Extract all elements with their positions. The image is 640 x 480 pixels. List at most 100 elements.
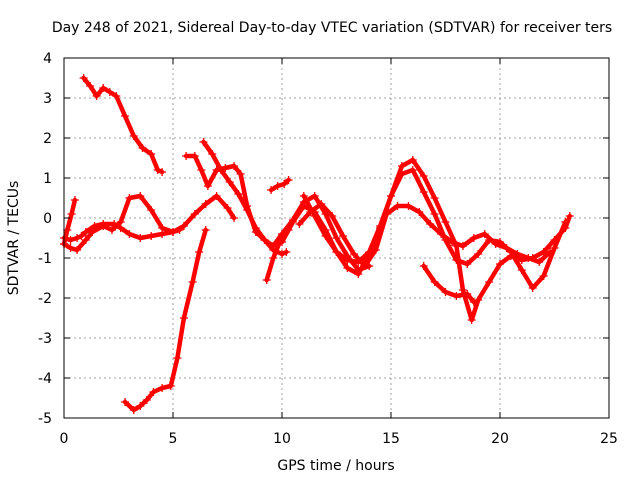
y-tick-label: 0 xyxy=(43,211,52,227)
data-point-marker xyxy=(546,248,555,256)
data-point-marker xyxy=(267,186,276,194)
series-layer xyxy=(60,74,574,414)
data-point-marker xyxy=(467,316,476,324)
data-point-marker xyxy=(332,248,341,256)
data-series-pass-e xyxy=(121,226,210,414)
data-point-marker xyxy=(419,262,428,270)
y-tick-label: 2 xyxy=(43,131,52,147)
data-point-marker xyxy=(517,266,526,274)
data-point-marker xyxy=(469,234,478,242)
data-point-marker xyxy=(441,218,450,226)
data-point-marker xyxy=(528,284,537,292)
x-tick-label: 10 xyxy=(273,431,291,447)
x-tick-label: 20 xyxy=(491,431,509,447)
y-tick-label: -1 xyxy=(38,251,52,267)
data-point-marker xyxy=(397,162,406,170)
data-point-marker xyxy=(349,250,358,258)
data-point-marker xyxy=(491,240,500,248)
data-point-marker xyxy=(550,244,559,252)
data-point-marker xyxy=(393,202,402,210)
data-point-marker xyxy=(339,232,348,240)
data-point-marker xyxy=(354,270,363,278)
data-series-pass-d xyxy=(79,74,167,176)
data-point-marker xyxy=(502,244,511,252)
series-line xyxy=(268,177,291,193)
data-point-marker xyxy=(415,208,424,216)
data-point-marker xyxy=(138,144,147,152)
data-point-marker xyxy=(419,172,428,180)
data-point-marker xyxy=(273,182,282,190)
data-point-marker xyxy=(195,248,204,256)
data-point-marker xyxy=(153,166,162,174)
data-point-marker xyxy=(179,222,188,230)
data-point-marker xyxy=(343,256,352,264)
y-tick-label: 4 xyxy=(43,51,52,67)
data-point-marker xyxy=(360,262,369,270)
data-point-marker xyxy=(343,264,352,272)
data-point-marker xyxy=(230,214,239,222)
data-point-marker xyxy=(299,202,308,210)
data-point-marker xyxy=(328,212,337,220)
y-tick-label: -2 xyxy=(38,291,52,307)
data-point-marker xyxy=(463,290,472,298)
data-point-marker xyxy=(121,112,130,120)
data-point-marker xyxy=(66,236,75,244)
data-point-marker xyxy=(295,220,304,228)
data-point-marker xyxy=(201,226,210,234)
data-point-marker xyxy=(382,210,391,218)
x-tick-label: 5 xyxy=(169,431,178,447)
data-point-marker xyxy=(448,238,457,246)
data-point-marker xyxy=(404,202,413,210)
data-point-marker xyxy=(197,166,206,174)
tick-labels: 0 5 10 15 20 25 -5 -4 -3 -2 -1 0 1 2 3 4 xyxy=(38,51,618,447)
data-point-marker xyxy=(105,88,114,96)
data-point-marker xyxy=(269,254,278,262)
data-point-marker xyxy=(441,288,450,296)
data-point-marker xyxy=(236,170,245,178)
data-point-marker xyxy=(288,218,297,226)
data-point-marker xyxy=(173,354,182,362)
plot-frame xyxy=(63,57,610,419)
data-point-marker xyxy=(524,254,533,262)
data-point-marker xyxy=(216,166,225,174)
data-point-marker xyxy=(317,200,326,208)
data-point-marker xyxy=(79,74,88,82)
data-point-marker xyxy=(73,234,82,242)
data-point-marker xyxy=(73,246,82,254)
data-point-marker xyxy=(223,204,232,212)
data-point-marker xyxy=(66,244,75,252)
data-point-marker xyxy=(125,194,134,202)
data-point-marker xyxy=(284,176,293,184)
data-point-marker xyxy=(199,138,208,146)
data-point-marker xyxy=(280,180,289,188)
data-series-pass-c xyxy=(60,192,239,254)
data-point-marker xyxy=(88,228,97,236)
data-point-marker xyxy=(278,238,286,246)
data-point-marker xyxy=(430,210,439,218)
data-series-pass-l xyxy=(295,200,555,270)
data-point-marker xyxy=(99,84,108,92)
data-point-marker xyxy=(251,224,260,232)
data-point-marker xyxy=(70,196,79,204)
data-point-marker xyxy=(513,250,522,258)
data-point-marker xyxy=(496,260,504,268)
data-point-marker xyxy=(463,260,472,268)
y-tick-label: -4 xyxy=(38,371,52,387)
data-point-marker xyxy=(201,200,210,208)
data-point-marker xyxy=(225,178,234,186)
data-point-marker xyxy=(430,278,439,286)
data-point-marker xyxy=(99,222,108,230)
data-series-pass-i xyxy=(267,176,293,194)
y-tick-label: -5 xyxy=(38,411,52,427)
data-point-marker xyxy=(67,210,76,218)
data-point-marker xyxy=(121,398,130,406)
data-point-marker xyxy=(419,188,428,196)
data-point-marker xyxy=(332,234,341,242)
data-point-marker xyxy=(136,402,145,410)
y-tick-label: 3 xyxy=(43,91,52,107)
data-point-marker xyxy=(158,384,167,392)
data-point-marker xyxy=(234,190,243,198)
data-point-marker xyxy=(397,170,406,178)
data-point-marker xyxy=(452,256,461,264)
